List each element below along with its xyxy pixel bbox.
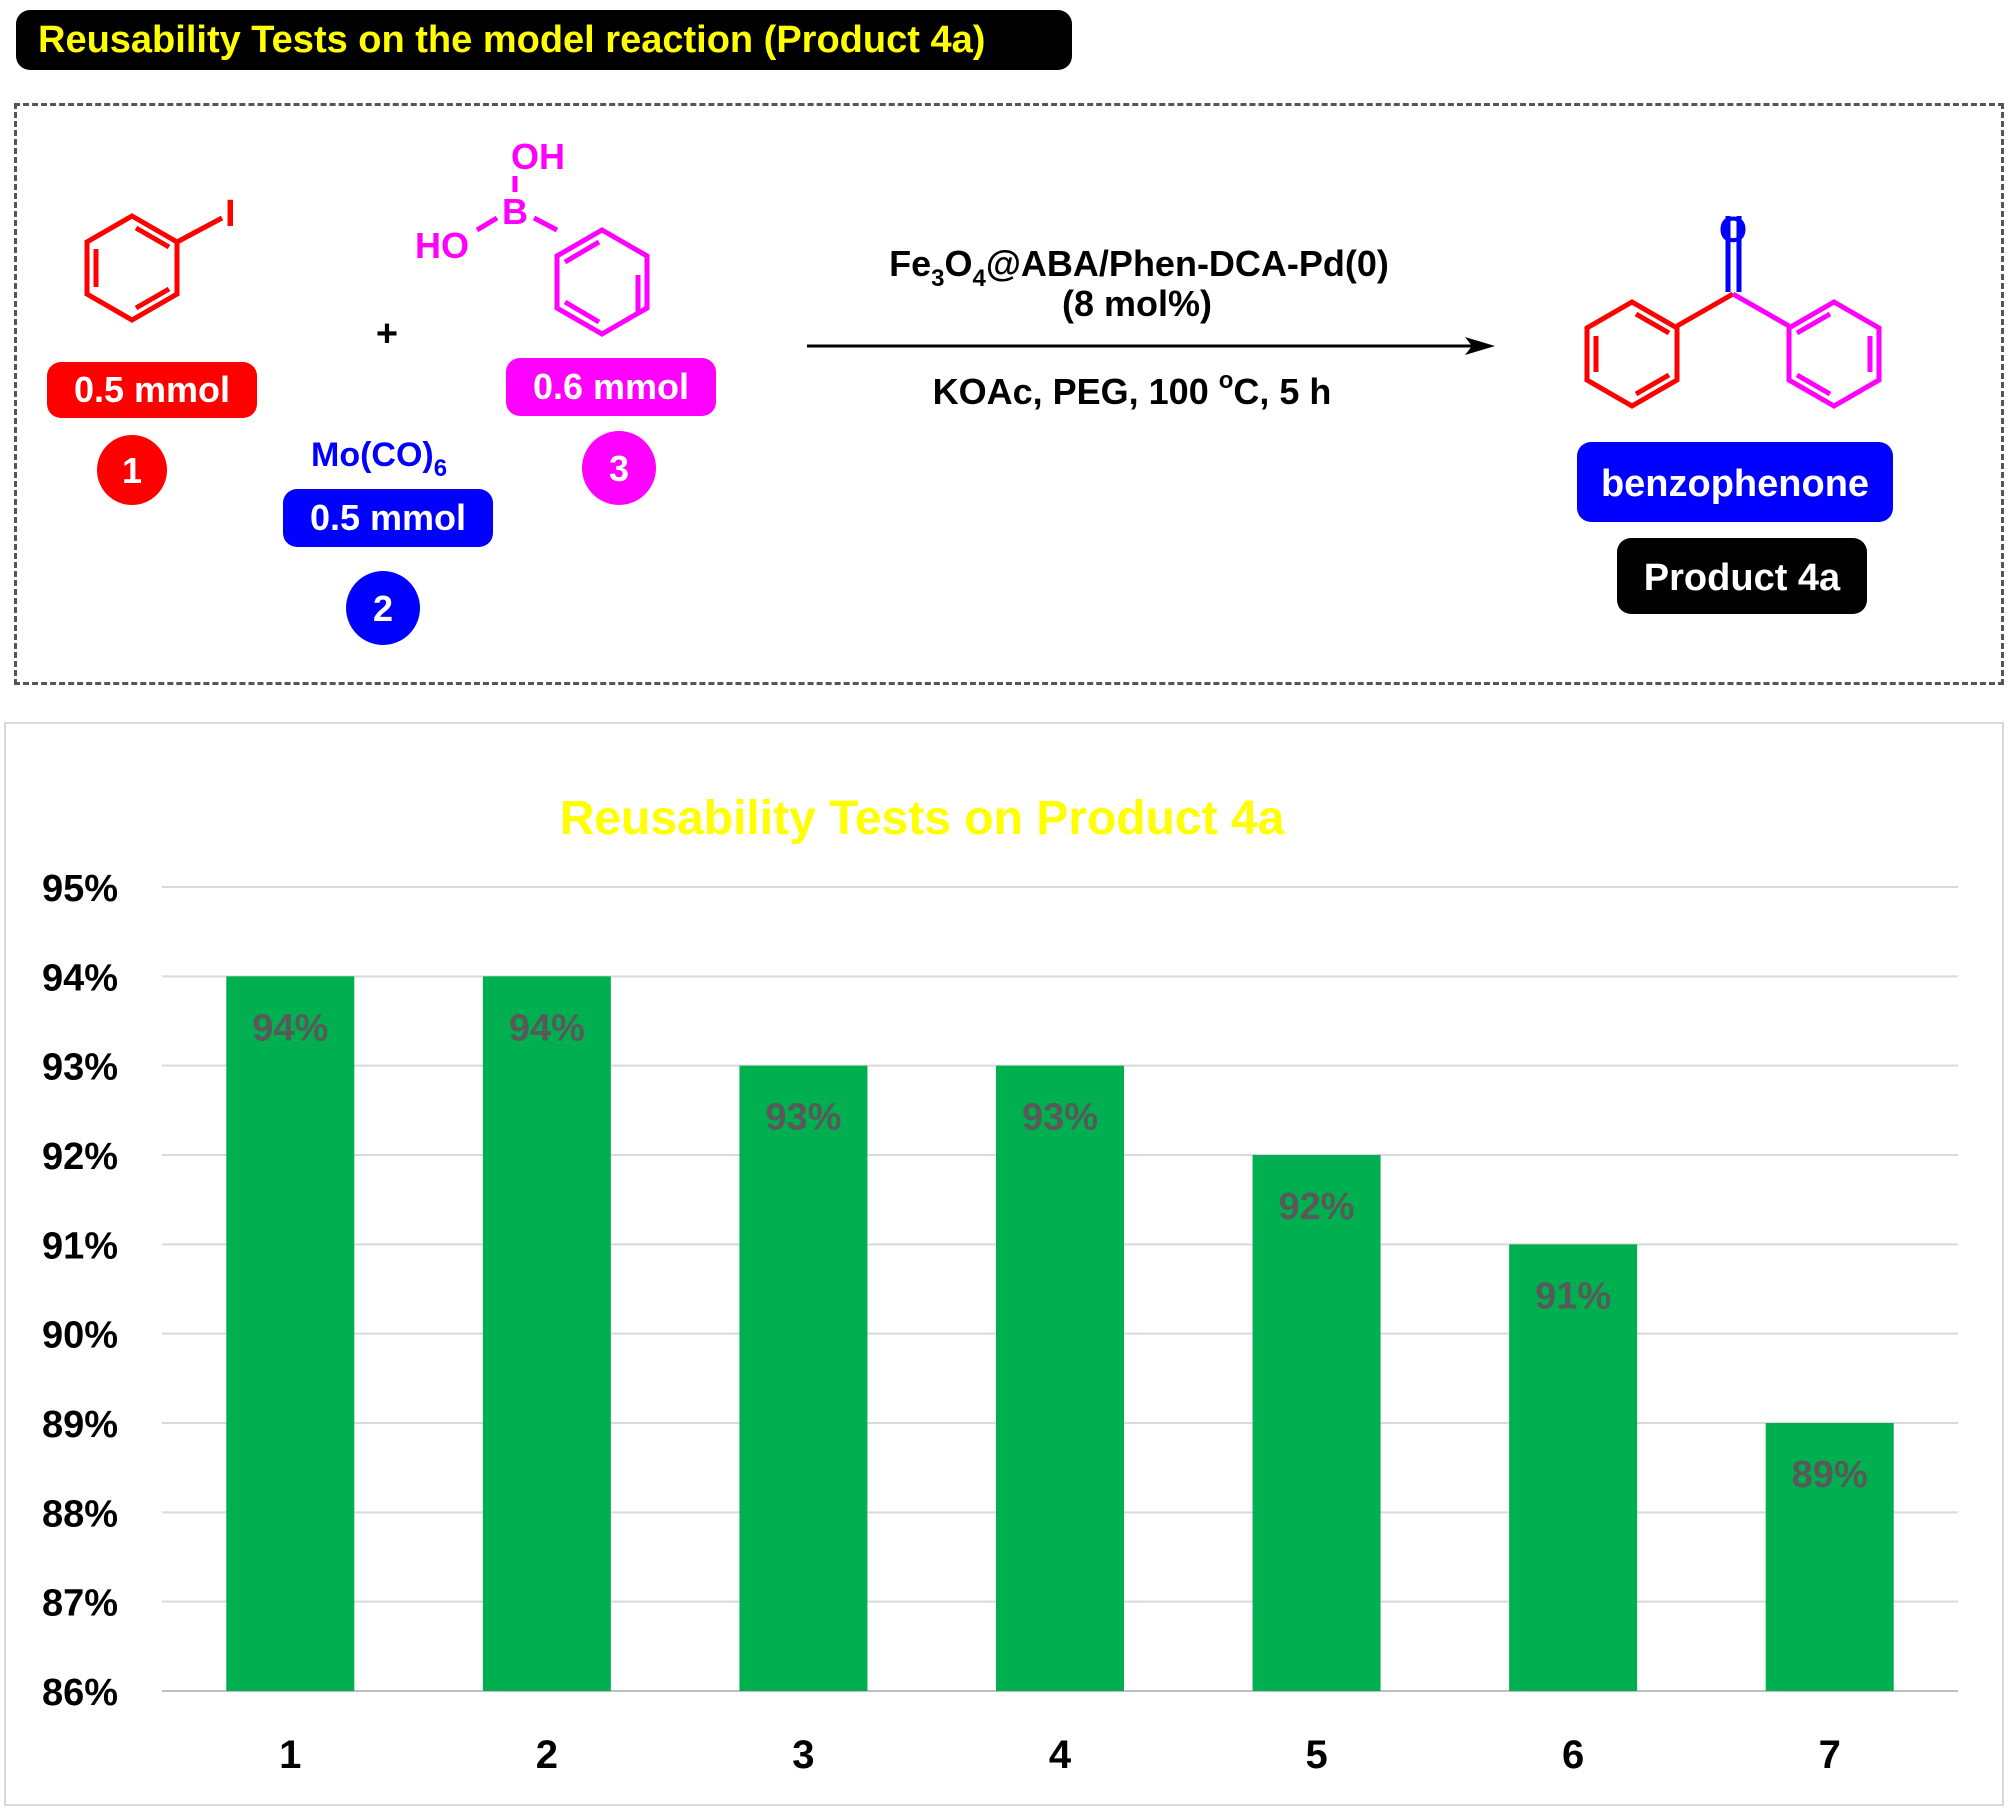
compound-number-3: 3 xyxy=(609,448,629,489)
product-label-pill xyxy=(1617,538,1867,614)
figure-banner: Reusability Tests on the model reaction … xyxy=(16,10,1072,70)
x-tick-label: 5 xyxy=(1305,1733,1327,1777)
chart-panel: Reusability Tests on Product 4a 86% 87% 88… xyxy=(4,722,2004,1806)
compound-number-1: 1 xyxy=(122,450,142,491)
boron-atom: B xyxy=(502,191,528,232)
x-tick-label: 7 xyxy=(1819,1733,1841,1777)
amount-pill-3 xyxy=(506,358,716,416)
catalyst-sub3: 3 xyxy=(931,265,944,292)
iodine-atom: I xyxy=(225,193,236,235)
catalyst-rest: @ABA/Phen-DCA-Pd(0) xyxy=(986,243,1389,284)
b-c-bond xyxy=(532,215,559,233)
iodobenzene-ring xyxy=(84,213,180,323)
mo-co-formula-main: Mo(CO) xyxy=(311,436,434,474)
y-tick-label: 92% xyxy=(42,1136,118,1178)
bar-chart: Reusability Tests on Product 4a 86% 87% 88… xyxy=(42,792,1958,1777)
data-label-4: 93% xyxy=(1022,1097,1098,1139)
reaction-scheme: I 0.5 mmol 1 + Mo(CO)6 0.5 mmol 2 OH B H… xyxy=(14,103,2004,685)
b-oh-bond xyxy=(475,215,499,233)
phenyl-ring-3 xyxy=(554,227,650,337)
bar-7 xyxy=(1765,1423,1894,1691)
phenylboronic-acid-structure xyxy=(475,176,650,337)
product-ring-right xyxy=(1786,299,1882,409)
catalyst-loading: (8 mol%) xyxy=(1062,283,1212,324)
hydroxyl-left: HO xyxy=(415,225,469,266)
reaction-conditions: KOAc, PEG, 100 oC, 5 h xyxy=(933,367,1332,412)
bars xyxy=(226,976,1894,1691)
y-tick-label: 87% xyxy=(42,1583,118,1625)
iodobenzene-double-bond xyxy=(134,225,171,250)
compound-number-2: 2 xyxy=(373,588,393,629)
y-tick-label: 88% xyxy=(42,1493,118,1535)
reaction-scheme-drawing: I 0.5 mmol 1 + Mo(CO)6 0.5 mmol 2 OH B H… xyxy=(47,136,1893,645)
product-double-bond xyxy=(1795,311,1832,336)
benzophenone-structure xyxy=(1584,216,1882,409)
y-tick-label: 91% xyxy=(42,1225,118,1267)
phenyl-double-bond xyxy=(563,299,601,325)
catalyst-label: Fe3O4@ABA/Phen-DCA-Pd(0) xyxy=(889,243,1389,292)
product-double-bond xyxy=(1795,372,1832,397)
y-tick-label: 94% xyxy=(42,957,118,999)
conditions-part1: KOAc, PEG, 100 xyxy=(933,371,1219,412)
mo-co-formula: Mo(CO)6 xyxy=(311,436,447,482)
amount-pill-2 xyxy=(283,489,493,547)
x-tick-label: 4 xyxy=(1049,1733,1072,1777)
data-label-2: 94% xyxy=(509,1007,585,1049)
amount-3: 0.6 mmol xyxy=(533,366,689,407)
banner-title: Reusability Tests on the model reaction … xyxy=(38,19,986,61)
data-label-3: 93% xyxy=(765,1097,841,1139)
bar-1 xyxy=(226,976,355,1691)
number-badge-1 xyxy=(97,435,167,505)
data-label-5: 92% xyxy=(1279,1186,1355,1228)
plus-sign: + xyxy=(376,313,398,355)
product-label: Product 4a xyxy=(1644,557,1841,599)
hydroxyl-top: OH xyxy=(511,136,565,177)
bar-4 xyxy=(996,1065,1124,1691)
product-double-bond xyxy=(1634,311,1671,336)
product-double-bond xyxy=(1634,372,1671,397)
product-c-c-bond-left xyxy=(1675,291,1735,329)
amount-2: 0.5 mmol xyxy=(310,497,466,538)
bar-6 xyxy=(1509,1244,1638,1691)
y-tick-label: 86% xyxy=(42,1672,118,1714)
data-label-7: 89% xyxy=(1792,1454,1868,1496)
product-c-c-bond-right xyxy=(1731,291,1791,329)
carbonyl-oxygen: O xyxy=(1719,209,1747,250)
y-tick-label: 93% xyxy=(42,1047,118,1089)
product-name: benzophenone xyxy=(1601,463,1869,505)
catalyst-sub4: 4 xyxy=(972,265,986,292)
catalyst-o: O xyxy=(944,243,972,284)
catalyst-fe: Fe xyxy=(889,243,931,284)
x-axis-ticks: 1 2 3 4 5 6 7 xyxy=(279,1733,1841,1777)
chart-title: Reusability Tests on Product 4a xyxy=(560,792,1285,845)
amount-pill-1 xyxy=(47,362,257,418)
data-labels: 94% 94% 93% 93% 92% 91% 89% xyxy=(252,1007,1867,1496)
data-label-6: 91% xyxy=(1535,1275,1611,1317)
bar-5 xyxy=(1252,1155,1381,1691)
phenyl-double-bond xyxy=(563,239,601,265)
data-label-1: 94% xyxy=(252,1007,328,1049)
reaction-arrow-head xyxy=(1465,337,1495,355)
iodobenzene-structure xyxy=(84,213,224,323)
amount-1: 0.5 mmol xyxy=(74,369,230,410)
conditions-degree: o xyxy=(1219,367,1234,394)
bar-3 xyxy=(739,1065,868,1691)
x-tick-label: 3 xyxy=(792,1733,814,1777)
mo-co-subscript: 6 xyxy=(434,455,447,482)
number-badge-2 xyxy=(346,571,420,645)
x-tick-label: 6 xyxy=(1562,1733,1584,1777)
number-badge-3 xyxy=(582,431,656,505)
bar-2 xyxy=(482,976,611,1691)
y-tick-label: 95% xyxy=(42,868,118,910)
x-tick-label: 2 xyxy=(536,1733,558,1777)
y-tick-label: 89% xyxy=(42,1404,118,1446)
x-tick-label: 1 xyxy=(279,1733,301,1777)
y-tick-label: 90% xyxy=(42,1315,118,1357)
c-i-bond xyxy=(175,215,224,245)
iodobenzene-double-bond xyxy=(134,286,171,311)
product-ring-left xyxy=(1584,299,1680,409)
product-name-pill xyxy=(1577,442,1893,522)
conditions-part2: C, 5 h xyxy=(1233,371,1331,412)
y-axis-ticks: 86% 87% 88% 89% 90% 91% 92% 93% 94% 95% xyxy=(42,868,118,1714)
